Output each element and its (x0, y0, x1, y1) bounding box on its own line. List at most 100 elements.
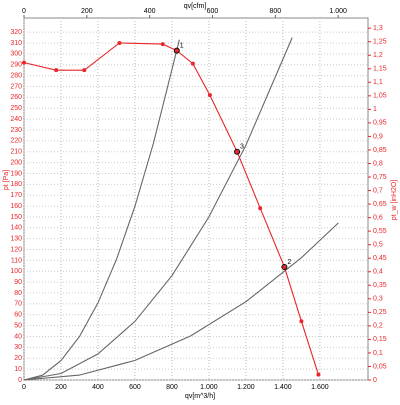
y-tick-label: 20 (14, 355, 22, 362)
point (299, 319, 304, 324)
y2-tick-label: 1,25 (373, 39, 387, 46)
y-tick-label: 270 (10, 83, 22, 90)
y2-tick-label: 0,55 (373, 228, 387, 235)
point (22, 60, 26, 65)
point (282, 264, 287, 269)
y2-tick-label: 0,8 (373, 160, 383, 167)
y2-tick-label: 0,3 (373, 296, 383, 303)
y2-tick-label: 0,35 (373, 282, 387, 289)
annotation: 2 (287, 259, 291, 266)
point (174, 48, 179, 53)
y2-tick-label: 0,75 (373, 174, 387, 181)
y2-tick-label: 0,2 (373, 323, 383, 330)
y-tick-label: 100 (10, 268, 22, 275)
point (235, 149, 240, 154)
annotation: 1 (180, 42, 184, 49)
top-axis-title: qv[cfm] (184, 3, 207, 10)
y-tick-label: 110 (11, 257, 22, 264)
y-tick-label: 230 (10, 127, 22, 134)
point (117, 41, 122, 46)
x2-tick-label: 800 (269, 8, 281, 15)
x-tick-label: 1.000 (200, 384, 218, 391)
y-tick-label: 290 (10, 62, 22, 69)
y2-tick-label: 0,4 (373, 269, 383, 276)
y-tick-label: 30 (14, 344, 22, 351)
curve (23, 37, 293, 381)
x-tick-label: 200 (55, 384, 67, 391)
left-axis-title: pt [Pa] (3, 170, 10, 190)
curve (23, 42, 319, 375)
y-tick-label: 80 (14, 290, 22, 297)
x-tick-label: 0 (22, 384, 26, 391)
x2-tick-label: 400 (144, 8, 156, 15)
y-tick-label: 70 (14, 301, 22, 308)
y-tick-label: 0 (18, 377, 22, 384)
y-tick-label: 160 (10, 203, 22, 210)
x-tick-label: 600 (129, 384, 141, 391)
y2-tick-label: 1,15 (373, 66, 387, 73)
y-tick-label: 130 (10, 236, 22, 243)
y2-tick-label: 1,05 (373, 93, 387, 100)
y-tick-label: 180 (10, 181, 22, 188)
y-tick-label: 280 (10, 72, 22, 79)
point (190, 61, 195, 66)
x-tick-label: 800 (166, 384, 178, 391)
y-tick-label: 60 (14, 312, 22, 319)
y-tick-label: 240 (10, 116, 22, 123)
y2-tick-label: 0,45 (373, 255, 387, 262)
y2-tick-label: 1,3 (373, 25, 383, 32)
x-tick-label: 1.400 (274, 384, 292, 391)
y2-tick-label: 0 (373, 377, 377, 384)
y-tick-label: 250 (10, 105, 22, 112)
y-tick-label: 210 (10, 149, 22, 156)
point (54, 68, 59, 73)
operating-point (234, 148, 241, 155)
x2-tick-label: 1.000 (329, 8, 347, 15)
y2-tick-label: 1,1 (373, 79, 383, 86)
y-tick-label: 140 (10, 225, 22, 232)
y-tick-label: 50 (14, 322, 22, 329)
y-tick-label: 300 (10, 51, 22, 58)
y2-tick-label: 0,1 (373, 350, 383, 357)
y2-tick-label: 1 (373, 106, 377, 113)
x2-tick-label: 200 (81, 8, 93, 15)
operating-point (173, 47, 180, 54)
point (82, 68, 87, 73)
y-tick-label: 200 (10, 159, 22, 166)
y2-tick-label: 0,6 (373, 214, 383, 221)
x-tick-label: 1.200 (237, 384, 255, 391)
y2-tick-label: 0,65 (373, 201, 387, 208)
y-tick-label: 150 (10, 214, 22, 221)
x2-tick-label: 0 (22, 8, 26, 15)
bottom-axis-title: qv[m^3/h] (185, 393, 215, 400)
y2-tick-label: 0,7 (373, 187, 383, 194)
x-tick-label: 1.600 (311, 384, 329, 391)
point (207, 93, 212, 98)
y2-tick-label: 1,2 (373, 52, 383, 59)
point (160, 42, 165, 47)
y-tick-label: 190 (10, 170, 22, 177)
y2-tick-label: 0,5 (373, 242, 383, 249)
curve (23, 39, 180, 381)
right-axis-title: pt_w [inH2O] (391, 180, 398, 221)
y-tick-label: 260 (10, 94, 22, 101)
x-tick-label: 400 (92, 384, 104, 391)
annotation: 3 (240, 144, 244, 151)
y-tick-label: 10 (14, 366, 22, 373)
operating-point (281, 263, 288, 270)
y2-tick-label: 0,05 (373, 363, 387, 370)
y-tick-label: 40 (14, 333, 22, 340)
curve (23, 222, 339, 381)
y-tick-label: 120 (10, 246, 22, 253)
y-tick-label: 310 (10, 40, 22, 47)
y-tick-label: 90 (14, 279, 22, 286)
y2-tick-label: 0,15 (373, 336, 387, 343)
point (258, 206, 263, 211)
y2-tick-label: 0,25 (373, 309, 387, 316)
y2-tick-label: 0,85 (373, 147, 387, 154)
point (316, 372, 321, 377)
x2-tick-label: 600 (207, 8, 219, 15)
y-tick-label: 220 (10, 138, 22, 145)
y-tick-label: 320 (10, 29, 22, 36)
